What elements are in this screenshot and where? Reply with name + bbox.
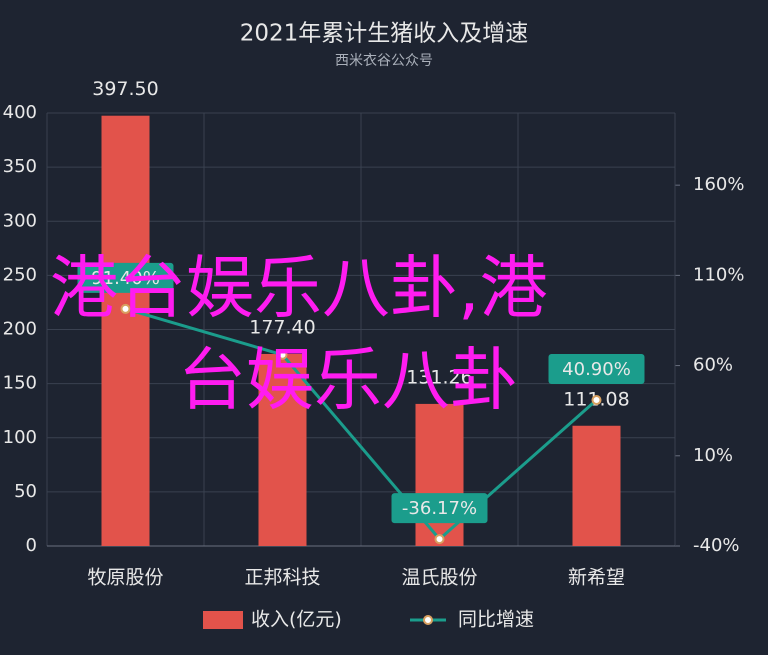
x-tick-label: 牧原股份 [87,567,163,589]
x-tick-label: 温氏股份 [401,567,477,589]
line-point [591,395,602,406]
bar [101,115,150,547]
y-tick-label: 350 [3,156,37,177]
y-tick-label: 300 [3,210,37,231]
chart-title: 2021年累计生猪收入及增速 [240,21,529,47]
y-tick-label: 100 [3,427,37,448]
watermark: 港台娱乐八卦,港 [50,250,548,329]
legend-label: 收入(亿元) [251,609,342,631]
y-tick-label: 0 [26,535,37,556]
line-point [120,303,131,314]
bar-value-label: 131.26 [406,366,472,388]
legend-swatch [203,611,243,629]
line-label-box [391,493,488,524]
x-tick-label: 正邦科技 [244,567,320,589]
line-point [434,534,445,545]
y2-tick-label: -40% [693,535,740,556]
line-value-label: 40.90% [562,359,631,380]
watermark: 台娱乐八卦 [178,342,518,421]
x-tick-label: 新希望 [568,567,625,589]
y2-tick-label: 60% [693,355,733,376]
legend-label: 同比增速 [458,609,534,631]
chart-subtitle: 西米衣谷公众号 [335,53,433,69]
y-tick-label: 250 [3,264,37,285]
y2-tick-label: 10% [693,445,733,466]
line-series [125,307,598,542]
line-value-label: -36.17% [402,498,477,519]
line-value-label: 91.40% [91,268,160,289]
y-tick-label: 50 [14,481,37,502]
bar-value-label: 397.50 [92,78,158,100]
y-tick-label: 150 [3,373,37,394]
line-point [277,349,288,360]
bar-value-label: 177.40 [249,316,315,338]
y2-tick-label: 160% [693,174,744,195]
y2-tick-label: 110% [693,264,744,285]
y-tick-label: 400 [3,102,37,123]
bar [258,353,307,546]
line-label-box [548,354,645,385]
legend-swatch-point [423,615,433,625]
y-tick-label: 200 [3,319,37,340]
line-label-box [77,262,174,293]
bar [572,425,621,546]
